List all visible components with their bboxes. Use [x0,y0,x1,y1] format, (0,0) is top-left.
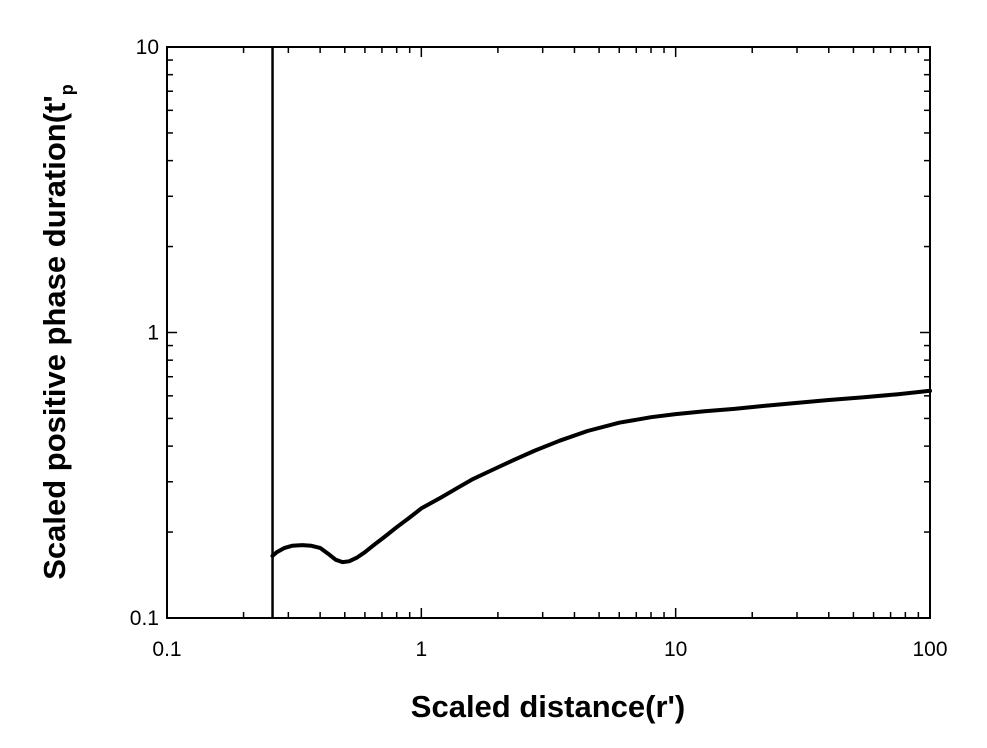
y-axis-ticks [167,59,930,619]
x-axis-tick-labels: 0.1 1 10 100 [152,638,947,661]
x-axis-title: Scaled distance(r') [411,689,685,724]
y-tick-label: 10 [136,36,159,59]
y-axis-tick-labels: 0.1 1 10 [130,36,159,630]
y-tick-label: 0.1 [130,607,159,630]
series-line [270,388,932,565]
x-tick-label: 1 [415,638,427,661]
y-axis-title: Scaled positive phase duration(t'p [37,84,77,580]
x-tick-label: 100 [912,638,947,661]
x-tick-label: 0.1 [152,638,181,661]
y-tick-label: 1 [147,322,159,345]
x-tick-label: 10 [664,638,687,661]
x-axis-ticks [166,47,920,618]
plot-frame [166,46,931,619]
